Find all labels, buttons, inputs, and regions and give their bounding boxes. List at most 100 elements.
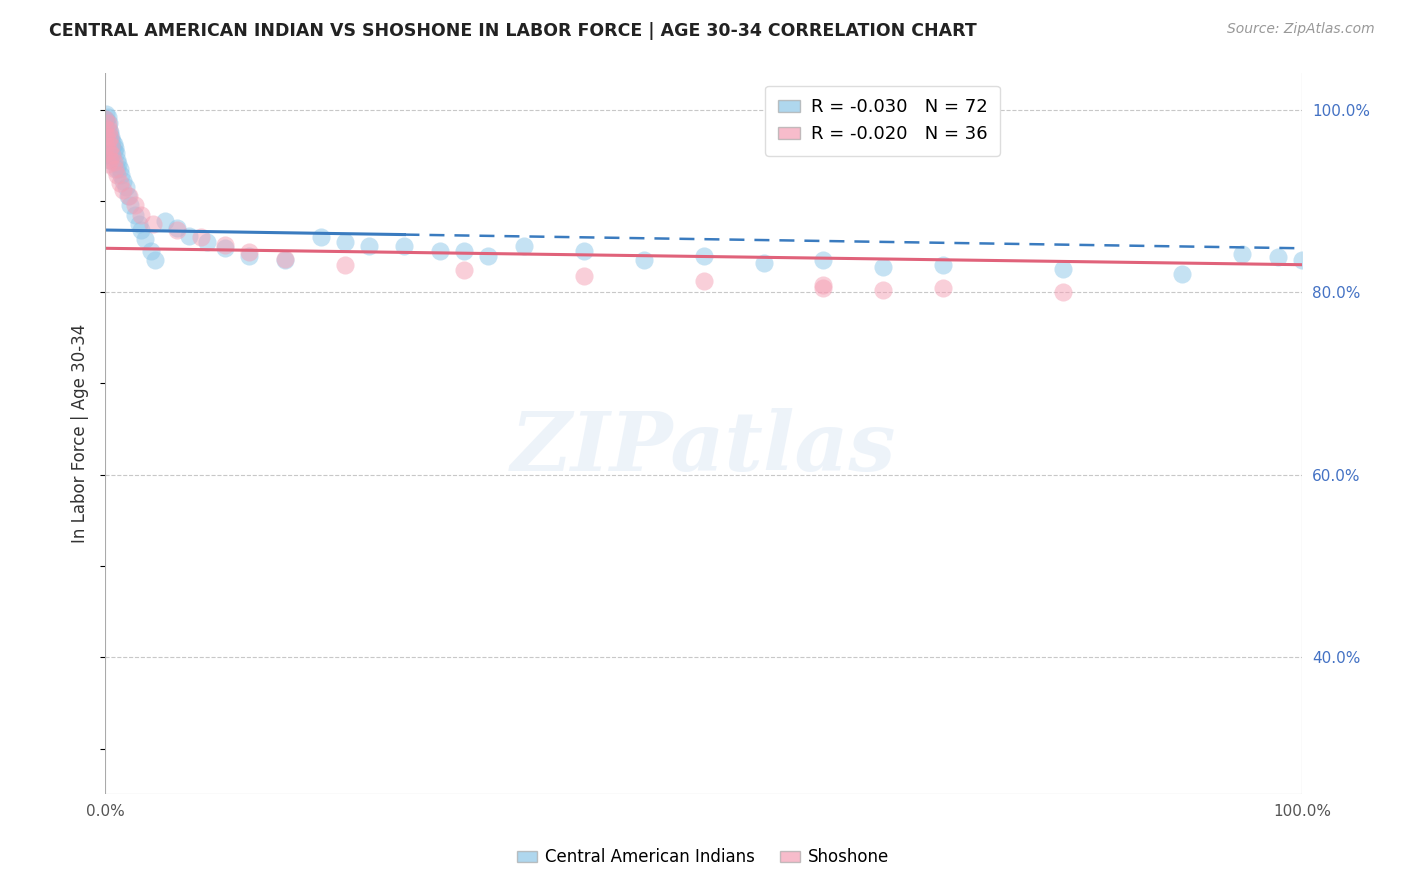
Point [128,217,150,231]
Point [633,253,655,268]
Point [477,249,499,263]
Point [429,244,451,258]
Point [1052,285,1074,299]
Point [94,112,117,126]
Point [100,139,122,153]
Point [101,148,124,162]
Point [97,125,120,139]
Point [96,125,118,139]
Point [97,122,120,136]
Point [813,253,835,268]
Point [813,280,835,294]
Legend: Central American Indians, Shoshone: Central American Indians, Shoshone [510,842,896,873]
Point [572,244,595,258]
Point [357,239,380,253]
Point [97,128,120,142]
Point [103,137,125,152]
Point [333,258,356,272]
Point [274,253,297,268]
Point [572,268,595,283]
Point [97,139,120,153]
Point [98,125,121,139]
Point [98,150,121,164]
Point [453,244,475,258]
Point [333,235,356,249]
Point [97,116,120,130]
Point [104,161,127,176]
Point [100,139,122,153]
Point [97,116,120,130]
Point [100,148,122,162]
Point [129,223,152,237]
Point [1052,262,1074,277]
Point [97,135,120,149]
Point [103,155,125,169]
Point [139,244,162,258]
Point [124,198,146,212]
Point [214,241,236,255]
Point [309,230,332,244]
Point [692,249,714,263]
Point [112,174,135,188]
Point [1267,251,1289,265]
Point [96,128,118,142]
Text: ZIPatlas: ZIPatlas [510,408,897,488]
Point [94,120,117,135]
Point [134,232,156,246]
Point [1171,267,1194,281]
Point [166,221,188,235]
Point [117,189,139,203]
Point [195,235,218,249]
Point [97,135,120,149]
Point [96,113,118,128]
Point [108,161,131,176]
Point [114,180,136,194]
Y-axis label: In Labor Force | Age 30-34: In Labor Force | Age 30-34 [72,324,89,543]
Point [97,144,120,158]
Point [166,223,188,237]
Point [394,239,416,253]
Point [100,129,122,144]
Point [98,132,121,146]
Point [97,148,120,162]
Point [96,107,118,121]
Point [101,135,124,149]
Point [274,252,297,267]
Point [98,129,121,144]
Point [1291,253,1313,268]
Point [101,141,124,155]
Point [97,157,120,171]
Point [813,277,835,292]
Point [124,207,146,221]
Point [105,161,128,176]
Point [97,110,120,124]
Point [145,253,167,268]
Point [872,260,894,274]
Point [177,228,200,243]
Point [96,135,118,149]
Point [129,207,152,221]
Point [238,244,260,259]
Point [453,263,475,277]
Text: CENTRAL AMERICAN INDIAN VS SHOSHONE IN LABOR FORCE | AGE 30-34 CORRELATION CHART: CENTRAL AMERICAN INDIAN VS SHOSHONE IN L… [49,22,977,40]
Point [103,144,125,158]
Point [692,274,714,288]
Point [104,146,127,161]
Point [238,249,260,263]
Point [153,214,176,228]
Point [108,176,131,190]
Point [97,153,120,167]
Point [1232,246,1254,260]
Point [110,168,132,182]
Point [105,168,128,182]
Point [105,153,128,167]
Point [932,258,955,272]
Point [513,239,536,253]
Point [98,153,121,167]
Point [112,183,135,197]
Point [752,256,775,270]
Point [214,237,236,252]
Point [120,198,142,212]
Point [94,116,117,130]
Point [107,157,129,171]
